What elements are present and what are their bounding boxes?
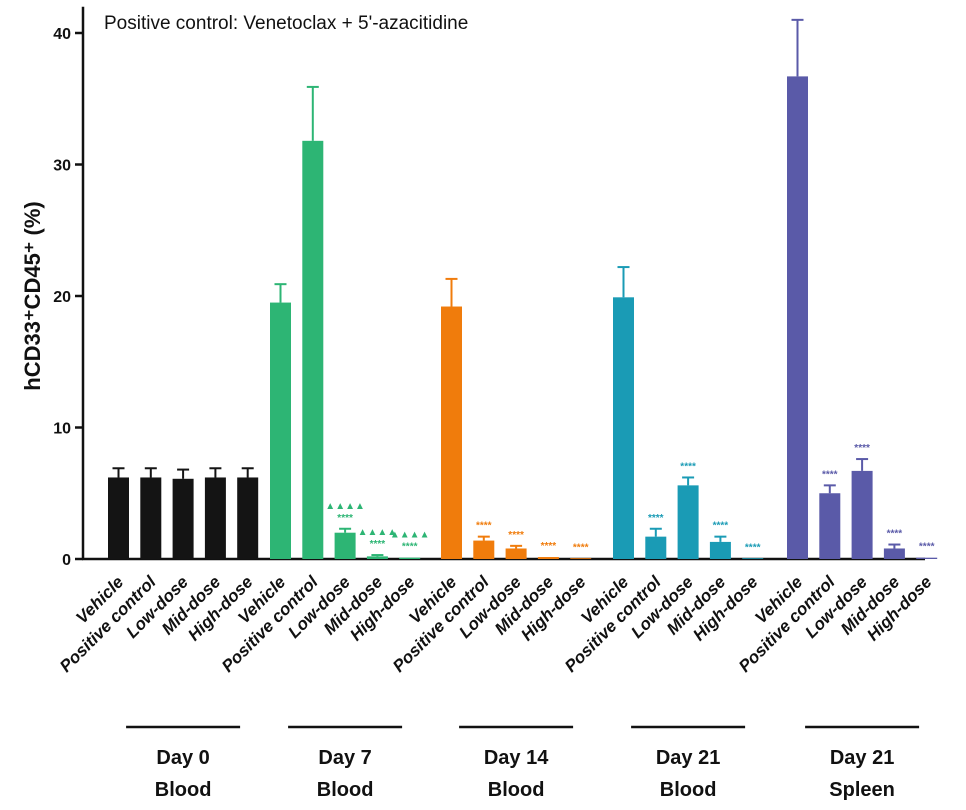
significance-label: **** <box>822 469 838 480</box>
group-label-line1: Day 0 <box>156 747 209 769</box>
bar <box>270 302 291 559</box>
group-label-line2: Blood <box>488 779 545 801</box>
significance-label: **** <box>337 513 353 524</box>
bar <box>140 477 162 559</box>
bar <box>302 140 324 559</box>
significance-label: **** <box>919 542 935 553</box>
bar <box>742 558 764 559</box>
group-labels: Day 0 Blood Day 7 Blood Day 14 Blood Day 21 Blo… <box>126 725 920 801</box>
bar <box>366 556 388 559</box>
y-tick-label: 20 <box>53 289 71 306</box>
significance-label: **** <box>402 542 418 553</box>
bar <box>237 477 259 559</box>
bar <box>108 477 129 559</box>
significance-marker: ▲▲▲▲ <box>390 530 430 541</box>
significance-marker: ▲▲▲▲ <box>358 527 398 538</box>
group-label-line1: Day 21 <box>656 747 721 769</box>
chart-annotation: Positive control: Venetoclax + 5'-azacit… <box>104 13 468 34</box>
bar <box>172 478 194 559</box>
group-label-line2: Blood <box>660 779 717 801</box>
bar <box>851 470 873 559</box>
significance-label: **** <box>370 539 386 550</box>
y-tick-label: 0 <box>62 552 71 569</box>
significance-label: **** <box>508 530 524 541</box>
significance-label: **** <box>648 513 664 524</box>
y-tick-label: 30 <box>53 158 71 175</box>
group-label-line2: Spleen <box>829 779 895 801</box>
bar <box>570 558 592 559</box>
significance-label: **** <box>573 542 589 553</box>
bar <box>399 557 421 559</box>
bar <box>677 485 699 559</box>
bar <box>613 297 634 559</box>
significance-label: **** <box>541 541 557 552</box>
significance-label: **** <box>887 529 903 540</box>
group-label-line1: Day 14 <box>484 747 549 769</box>
significance-marker: ▲▲▲▲ <box>325 501 365 512</box>
y-tick-label: 40 <box>53 26 71 43</box>
significance-label: **** <box>713 521 729 532</box>
y-tick-label: 10 <box>53 421 71 438</box>
bars: ****▲▲▲▲****▲▲▲▲****▲▲▲▲************ ****… <box>108 18 938 560</box>
bar <box>819 493 841 559</box>
bar <box>787 76 808 560</box>
bar <box>441 306 462 559</box>
group-label-line2: Blood <box>317 779 374 801</box>
bar <box>473 540 495 559</box>
bar <box>204 477 226 559</box>
group-label-line1: Day 7 <box>318 747 371 769</box>
bar <box>537 557 559 559</box>
bar <box>883 548 905 559</box>
bar <box>645 536 667 559</box>
significance-label: **** <box>854 443 870 454</box>
significance-label: **** <box>745 542 761 553</box>
bar <box>505 548 527 559</box>
bar <box>916 557 938 559</box>
group-label-line1: Day 21 <box>830 747 895 769</box>
significance-label: **** <box>476 521 492 532</box>
bar <box>334 532 356 559</box>
bar <box>709 541 731 559</box>
group-label-line2: Blood <box>155 779 212 801</box>
y-axis-label: hCD33⁺CD45⁺ (%) <box>20 201 45 390</box>
significance-label: **** <box>680 461 696 472</box>
